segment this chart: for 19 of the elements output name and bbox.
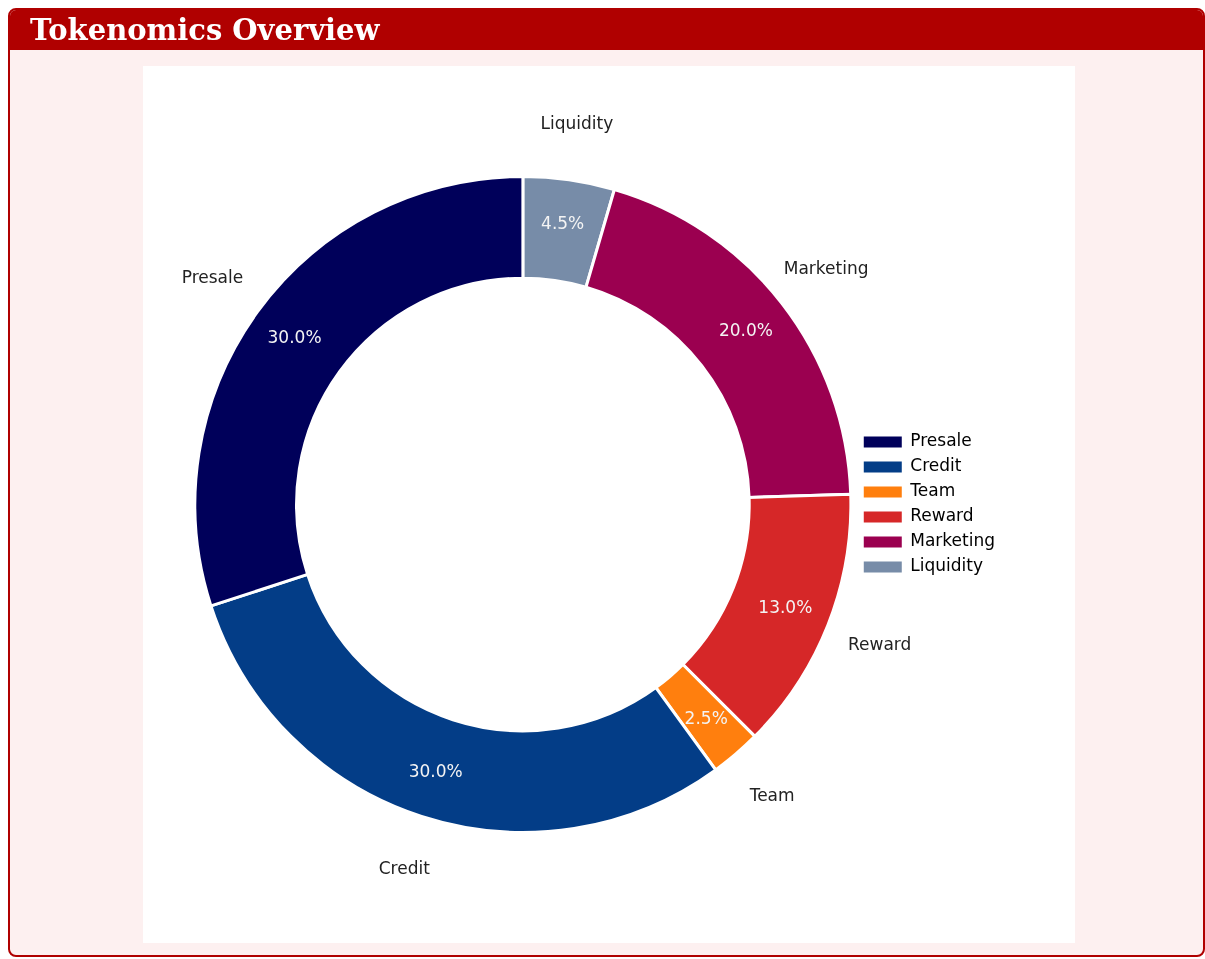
slice-label: Reward	[848, 634, 912, 655]
chart-title: Tokenomics Overview	[10, 10, 1203, 50]
data-label: 2.5%	[684, 707, 728, 728]
slice-label: Credit	[378, 857, 431, 878]
legend-label: Presale	[910, 430, 972, 451]
slice-label: Marketing	[783, 257, 869, 278]
data-label: 30.0%	[408, 761, 463, 782]
legend-label: Credit	[910, 455, 962, 476]
slice-label: Liquidity	[540, 112, 614, 133]
data-label: 30.0%	[267, 327, 322, 348]
slice-label: Team	[748, 784, 795, 805]
slice-label: Presale	[181, 267, 244, 288]
legend-label: Reward	[910, 505, 974, 526]
legend-label: Liquidity	[910, 555, 984, 576]
legend-label: Marketing	[910, 530, 996, 551]
legend-label: Team	[909, 480, 956, 501]
data-label: 20.0%	[718, 319, 773, 340]
data-label: 4.5%	[541, 213, 585, 234]
data-label: 13.0%	[758, 596, 813, 617]
